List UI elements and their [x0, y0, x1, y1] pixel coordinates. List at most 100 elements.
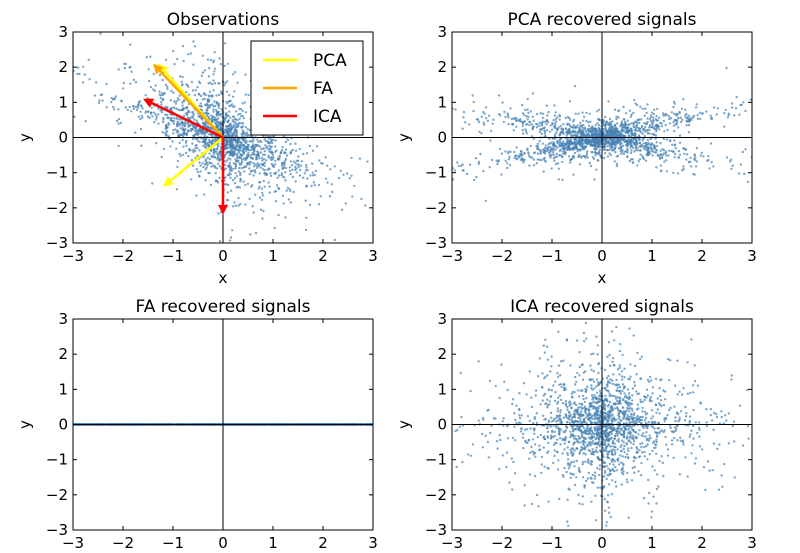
data-point	[586, 150, 589, 153]
data-point	[261, 191, 264, 195]
data-point	[252, 161, 255, 165]
data-point	[655, 148, 658, 152]
data-point	[646, 120, 649, 124]
data-point	[664, 123, 667, 127]
data-point	[733, 114, 736, 117]
data-point	[545, 104, 548, 107]
data-point	[498, 114, 502, 117]
data-point	[271, 141, 274, 145]
data-point	[709, 114, 712, 118]
data-point	[468, 123, 471, 126]
data-point	[215, 167, 219, 170]
data-point	[558, 138, 561, 141]
data-point	[648, 118, 652, 121]
data-point	[258, 185, 261, 188]
data-point	[535, 162, 539, 165]
data-point	[630, 139, 633, 142]
data-point	[591, 125, 594, 128]
data-point	[258, 172, 261, 175]
data-point	[790, 95, 792, 97]
data-point	[208, 161, 211, 164]
data-point	[254, 193, 257, 196]
data-point	[634, 148, 638, 152]
data-point	[620, 120, 624, 123]
data-point	[166, 113, 169, 117]
data-point	[626, 119, 629, 122]
data-point	[239, 148, 242, 152]
data-point	[289, 160, 292, 163]
data-point	[245, 156, 248, 159]
data-point	[175, 147, 178, 150]
data-point	[520, 150, 523, 153]
data-point	[413, 208, 415, 210]
data-point	[677, 116, 680, 120]
data-point	[712, 165, 715, 168]
data-point	[265, 146, 268, 150]
data-point	[550, 141, 553, 144]
data-point	[226, 114, 230, 118]
data-point	[145, 56, 148, 59]
data-point	[447, 171, 449, 173]
data-point	[282, 202, 285, 205]
data-point	[173, 100, 176, 103]
data-point	[242, 117, 245, 120]
data-point	[396, 183, 398, 185]
y-tick-label: −1	[46, 164, 68, 182]
x-tick-label: 3	[747, 247, 757, 265]
data-point	[409, 82, 411, 84]
data-point	[548, 154, 552, 158]
data-point	[495, 159, 498, 162]
data-point	[659, 164, 663, 167]
data-point	[626, 155, 629, 159]
data-point	[158, 73, 162, 77]
data-point	[154, 113, 157, 116]
data-point	[625, 140, 628, 143]
data-point	[277, 213, 280, 217]
data-point	[205, 102, 208, 106]
data-point	[509, 107, 512, 110]
data-point	[513, 117, 516, 121]
data-point	[613, 146, 616, 150]
data-point	[603, 152, 607, 155]
data-point	[623, 150, 627, 153]
data-point	[673, 139, 676, 142]
y-axis-label: y	[16, 133, 34, 142]
data-point	[658, 155, 661, 158]
data-point	[198, 140, 201, 143]
data-point	[234, 163, 237, 166]
data-point	[613, 160, 616, 163]
data-point	[95, 81, 98, 84]
data-point	[187, 154, 190, 158]
data-point	[586, 156, 589, 159]
data-point	[657, 153, 660, 157]
data-point	[223, 146, 227, 150]
data-point	[548, 137, 551, 141]
data-point	[604, 138, 607, 141]
data-point	[623, 137, 627, 140]
data-point	[532, 164, 536, 167]
data-point	[661, 156, 664, 159]
data-point	[112, 105, 115, 109]
data-point	[525, 123, 528, 126]
data-point	[621, 144, 625, 147]
data-point	[137, 101, 141, 104]
data-point	[543, 132, 547, 135]
data-point	[161, 97, 165, 101]
data-point	[139, 104, 143, 107]
data-point	[112, 108, 116, 111]
data-point	[160, 100, 163, 104]
data-point	[188, 124, 191, 128]
data-point	[498, 147, 502, 151]
data-point	[252, 150, 256, 153]
data-point	[754, 177, 756, 179]
data-point	[695, 160, 698, 163]
data-point	[205, 161, 209, 164]
data-point	[582, 123, 585, 127]
data-point	[321, 162, 324, 165]
data-point	[114, 95, 118, 98]
data-point	[87, 58, 90, 61]
data-point	[604, 143, 608, 146]
data-point	[181, 44, 185, 48]
data-point	[203, 163, 207, 166]
data-point	[231, 103, 234, 106]
